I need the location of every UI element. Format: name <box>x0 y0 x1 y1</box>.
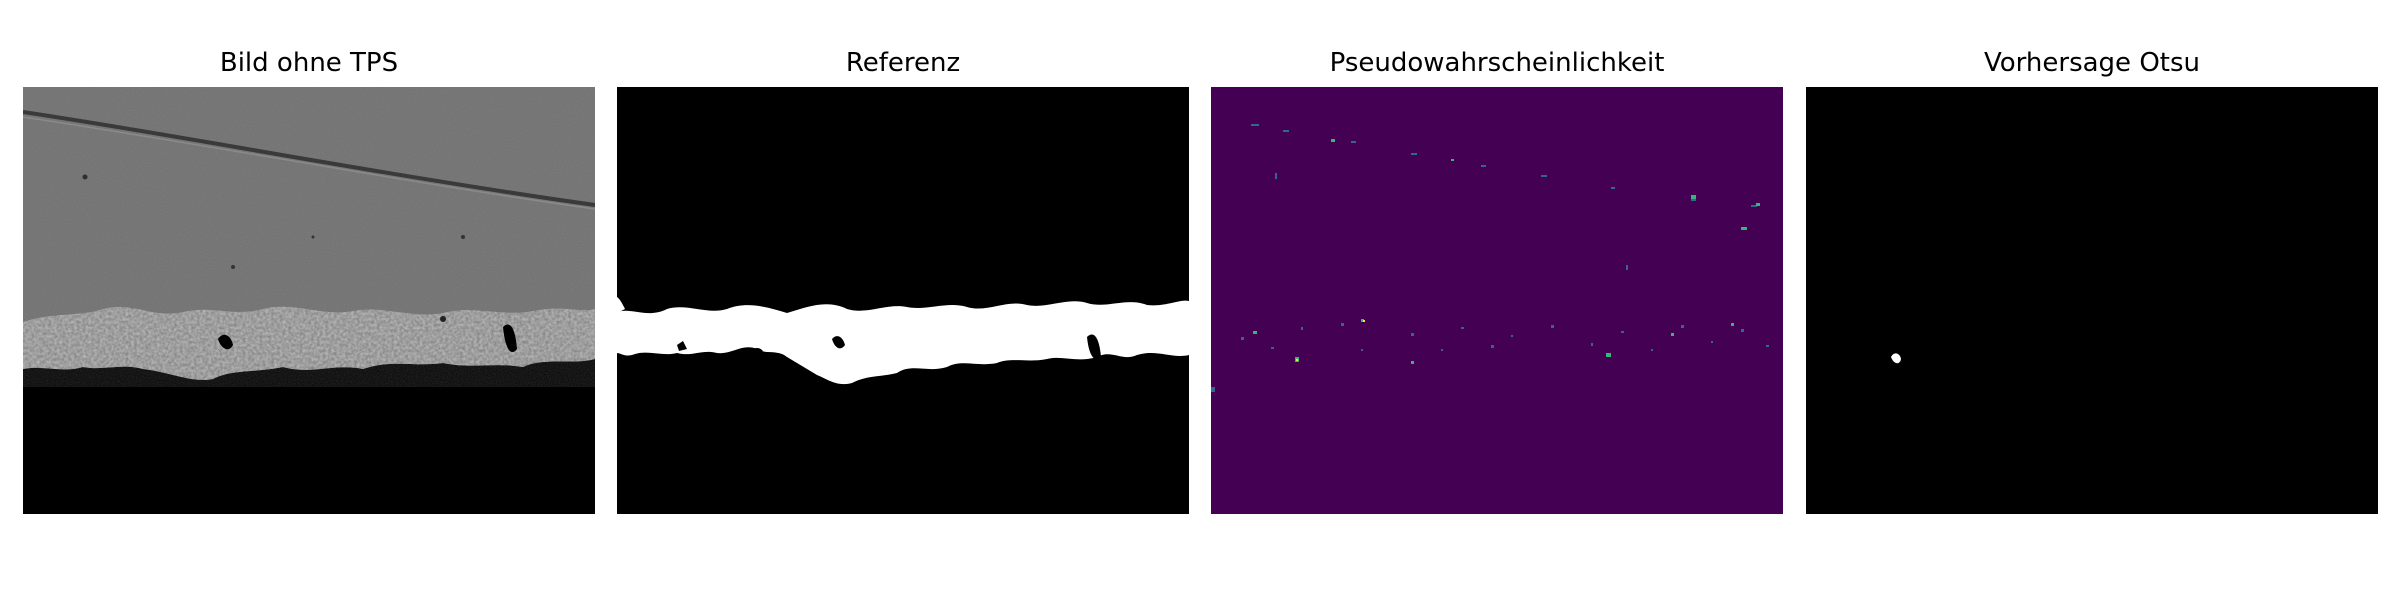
panel-title-reference: Referenz <box>845 48 961 78</box>
otsu-prediction-mask <box>1806 87 2378 514</box>
reference-mask <box>617 87 1189 514</box>
panel-title-prediction-otsu: Vorhersage Otsu <box>1984 48 2200 78</box>
probability-map-panel <box>1211 87 1783 514</box>
panel-title-image-without-tps: Bild ohne TPS <box>219 48 399 78</box>
panel-title-pseudo-probability: Pseudowahrscheinlichkeit <box>1329 48 1665 78</box>
reference-mask-panel <box>617 87 1189 514</box>
micrograph-image-panel <box>23 87 595 514</box>
micrograph-image <box>23 87 595 514</box>
otsu-prediction-panel <box>1806 87 2378 514</box>
probability-map <box>1211 87 1783 514</box>
